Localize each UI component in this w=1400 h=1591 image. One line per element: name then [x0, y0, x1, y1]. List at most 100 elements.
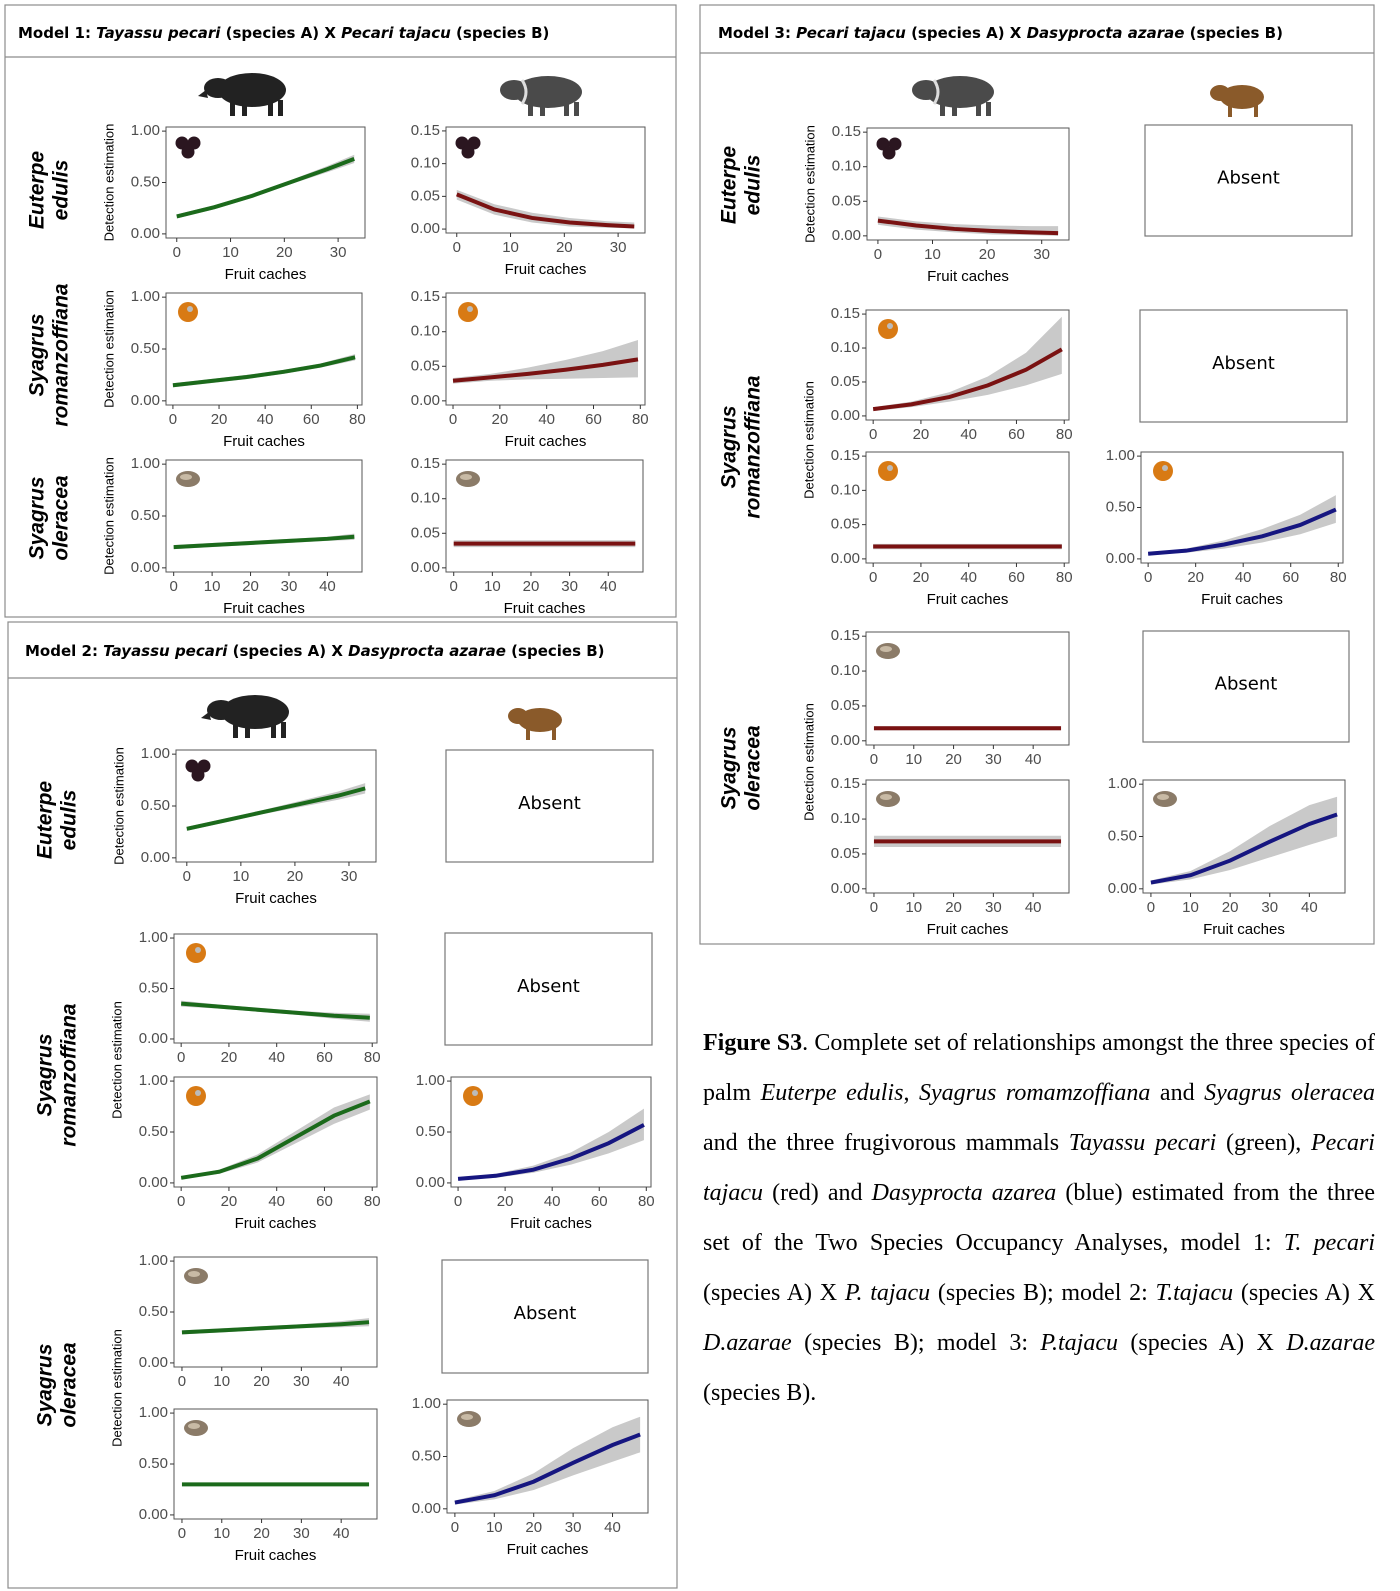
x-tick-label: 40: [960, 569, 977, 586]
row-label: Euterpeedulis: [26, 151, 73, 230]
y-tick-label: 0.50: [141, 797, 170, 814]
y-tick-label: 0.05: [831, 845, 860, 862]
y-axis-title: Detection estimation: [101, 457, 116, 575]
x-tick-label: 30: [610, 239, 627, 256]
title-part: Tayassu pecari: [103, 642, 228, 660]
x-tick-label: 20: [523, 578, 540, 595]
x-tick-label: 20: [913, 426, 930, 443]
x-tick-label: 0: [454, 1193, 462, 1210]
title-part: (species A) X: [906, 24, 1027, 42]
fruit-icon: [186, 943, 206, 963]
fruit-icon: [878, 319, 898, 339]
fruit-icon: [472, 1090, 478, 1096]
y-tick-label: 0.00: [1108, 880, 1137, 897]
x-tick-label: 0: [170, 578, 178, 595]
row-label-line: Syagrus: [34, 1344, 57, 1427]
caption-text: Dasyprocta azarea: [872, 1180, 1057, 1206]
row-label-line: Syagrus: [34, 1034, 57, 1117]
row-label-line: oleracea: [58, 1342, 81, 1428]
x-tick-label: 40: [268, 1193, 285, 1210]
absent-label: Absent: [1215, 673, 1278, 694]
x-tick-label: 0: [177, 1193, 185, 1210]
x-axis-title: Fruit caches: [1203, 921, 1285, 938]
x-tick-label: 0: [169, 411, 177, 428]
caption-text: Tayassu pecari: [1069, 1130, 1217, 1156]
y-tick-label: 0.05: [832, 192, 861, 209]
x-tick-label: 40: [604, 1519, 621, 1536]
fruit-icon: [188, 1423, 200, 1429]
x-axis-title: Fruit caches: [225, 266, 307, 283]
fruit-icon: [878, 461, 898, 481]
row-label: Syagrusromanzoffiana: [26, 283, 73, 426]
x-axis-title: Fruit caches: [505, 261, 587, 278]
x-tick-label: 80: [349, 411, 366, 428]
y-tick-label: 0.00: [131, 392, 160, 409]
x-tick-label: 30: [281, 578, 298, 595]
x-axis-title: Fruit caches: [235, 1547, 317, 1564]
fruit-icon: [187, 306, 193, 312]
y-tick-label: 0.05: [831, 697, 860, 714]
caption-text: P.tajacu: [1040, 1330, 1118, 1356]
fruit-icon: [178, 302, 198, 322]
row-label-line: Syagrus: [26, 314, 49, 397]
y-tick-label: 1.00: [131, 455, 160, 472]
y-tick-label: 0.05: [831, 373, 860, 390]
caption-text: P. tajacu: [845, 1280, 930, 1306]
y-tick-label: 1.00: [141, 745, 170, 762]
x-tick-label: 0: [453, 239, 461, 256]
x-tick-label: 80: [364, 1049, 381, 1066]
x-tick-label: 20: [287, 868, 304, 885]
y-tick-label: 0.10: [411, 323, 440, 340]
x-tick-label: 60: [1282, 569, 1299, 586]
y-tick-label: 0.50: [1108, 827, 1137, 844]
fruit-icon: [458, 302, 478, 322]
y-tick-label: 0.15: [831, 627, 860, 644]
x-tick-label: 20: [221, 1049, 238, 1066]
y-tick-label: 0.05: [831, 516, 860, 533]
caption-text: Syagrus romamzoffiana: [919, 1080, 1150, 1106]
fruit-icon: [1157, 794, 1169, 800]
fruit-icon: [463, 1086, 483, 1106]
x-tick-label: 40: [333, 1525, 350, 1542]
x-tick-label: 10: [1182, 899, 1199, 916]
y-tick-label: 0.00: [141, 849, 170, 866]
x-tick-label: 30: [561, 578, 578, 595]
x-tick-label: 0: [870, 899, 878, 916]
caption-text: T. pecari: [1284, 1230, 1375, 1256]
x-tick-label: 20: [979, 246, 996, 263]
x-tick-label: 0: [874, 246, 882, 263]
y-tick-label: 0.00: [139, 1354, 168, 1371]
x-tick-label: 60: [1008, 426, 1025, 443]
x-tick-label: 20: [945, 899, 962, 916]
x-tick-label: 10: [905, 751, 922, 768]
figure-caption: Figure S3. Complete set of relationships…: [703, 1018, 1375, 1418]
fruit-icon: [880, 646, 892, 652]
x-tick-label: 0: [183, 868, 191, 885]
row-label-line: romanzoffiana: [742, 375, 765, 518]
fruit-icon: [195, 1090, 201, 1096]
y-tick-label: 0.15: [411, 455, 440, 472]
title-part: (species B): [506, 642, 605, 660]
x-tick-label: 40: [257, 411, 274, 428]
x-tick-label: 20: [221, 1193, 238, 1210]
y-tick-label: 0.00: [131, 559, 160, 576]
x-tick-label: 40: [1235, 569, 1252, 586]
y-tick-label: 0.00: [1106, 550, 1135, 567]
fruit-icon: [1153, 461, 1173, 481]
y-tick-label: 0.00: [832, 227, 861, 244]
x-tick-label: 30: [565, 1519, 582, 1536]
y-tick-label: 0.00: [131, 225, 160, 242]
row-label-line: Euterpe: [34, 781, 57, 860]
y-tick-label: 0.10: [831, 662, 860, 679]
caption-text: (red) and: [763, 1180, 872, 1206]
x-tick-label: 0: [1144, 569, 1152, 586]
x-tick-label: 80: [632, 411, 649, 428]
x-tick-label: 10: [502, 239, 519, 256]
row-label-line: Syagrus: [718, 406, 741, 489]
x-axis-title: Fruit caches: [507, 1541, 589, 1558]
y-tick-label: 0.50: [139, 1455, 168, 1472]
y-tick-label: 0.10: [831, 481, 860, 498]
x-tick-label: 20: [556, 239, 573, 256]
x-tick-label: 30: [330, 244, 347, 261]
